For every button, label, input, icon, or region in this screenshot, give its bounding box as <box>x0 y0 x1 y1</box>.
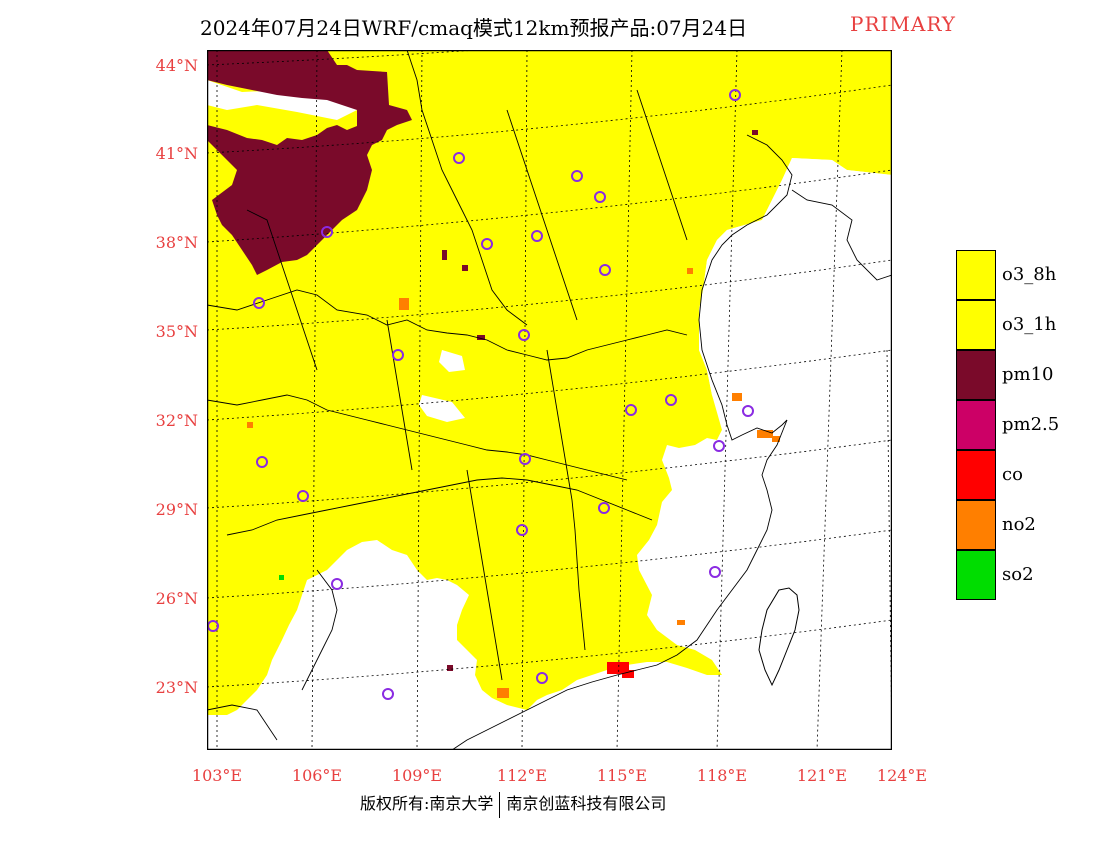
city-marker <box>519 453 531 465</box>
clean-area <box>419 395 465 422</box>
pm10-region <box>207 50 412 275</box>
lon-label: 109°E <box>391 766 443 785</box>
legend-label: so2 <box>1002 564 1034 585</box>
legend-swatch <box>956 300 996 350</box>
so2-patch <box>279 575 284 580</box>
city-marker <box>599 264 611 276</box>
city-marker <box>481 238 493 250</box>
o3-region <box>207 50 892 715</box>
lat-label: 23°N <box>155 678 198 697</box>
city-marker <box>625 404 637 416</box>
copyright-footer: 版权所有:南京大学 南京创蓝科技有限公司 <box>360 790 666 818</box>
legend-item-co: co <box>956 450 1096 500</box>
city-marker <box>531 230 543 242</box>
legend-label: pm2.5 <box>1002 414 1060 435</box>
copyright-left: 版权所有:南京大学 <box>360 794 494 813</box>
no2-patches <box>247 268 780 698</box>
legend: o3_8h o3_1h pm10 pm2.5 co no2 so2 <box>956 250 1096 600</box>
map-frame <box>207 50 892 750</box>
pm10-patches <box>442 130 758 671</box>
city-marker <box>571 170 583 182</box>
legend-item-no2: no2 <box>956 500 1096 550</box>
city-marker <box>729 89 741 101</box>
forecast-map <box>207 50 892 750</box>
footer-divider <box>499 791 501 818</box>
lat-label: 29°N <box>155 500 198 519</box>
legend-label: pm10 <box>1002 364 1054 385</box>
city-marker <box>598 502 610 514</box>
city-marker <box>331 578 343 590</box>
city-markers <box>207 89 754 700</box>
legend-swatch <box>956 550 996 600</box>
legend-item-pm25: pm2.5 <box>956 400 1096 450</box>
lon-label: 121°E <box>796 766 848 785</box>
city-marker <box>709 566 721 578</box>
lat-label: 32°N <box>155 411 198 430</box>
city-marker <box>297 490 309 502</box>
city-marker <box>253 297 265 309</box>
map-area <box>207 50 892 750</box>
lat-label: 41°N <box>155 144 198 163</box>
legend-swatch <box>956 450 996 500</box>
clean-area <box>439 350 465 372</box>
clean-area <box>207 80 357 120</box>
legend-swatch <box>956 350 996 400</box>
title-row: 2024年07月24日WRF/cmaq模式12km预报产品:07月24日 PRI… <box>0 10 1100 40</box>
legend-item-o3-1h: o3_1h <box>956 300 1096 350</box>
legend-label: o3_8h <box>1002 264 1057 285</box>
city-marker <box>453 152 465 164</box>
city-marker <box>742 405 754 417</box>
boundaries <box>207 50 892 750</box>
city-marker <box>713 440 725 452</box>
map-title: 2024年07月24日WRF/cmaq模式12km预报产品:07月24日 <box>200 16 748 40</box>
lon-label: 115°E <box>596 766 648 785</box>
lat-label: 35°N <box>155 322 198 341</box>
lat-label: 44°N <box>155 56 198 75</box>
legend-label: co <box>1002 464 1023 485</box>
lon-label: 103°E <box>191 766 243 785</box>
city-marker <box>518 329 530 341</box>
co-patches <box>607 662 634 678</box>
city-marker <box>392 349 404 361</box>
city-marker <box>516 524 528 536</box>
legend-item-pm10: pm10 <box>956 350 1096 400</box>
city-marker <box>594 191 606 203</box>
lat-label: 26°N <box>155 589 198 608</box>
legend-swatch <box>956 500 996 550</box>
city-marker <box>321 226 333 238</box>
lon-label: 106°E <box>291 766 343 785</box>
legend-swatch <box>956 400 996 450</box>
legend-swatch <box>956 250 996 300</box>
legend-item-o3-8h: o3_8h <box>956 250 1096 300</box>
city-marker <box>536 672 548 684</box>
lon-label: 118°E <box>696 766 748 785</box>
taiwan-island <box>758 587 800 687</box>
lon-label: 112°E <box>496 766 548 785</box>
city-marker <box>256 456 268 468</box>
legend-label: no2 <box>1002 514 1036 535</box>
lat-label: 38°N <box>155 233 198 252</box>
legend-label: o3_1h <box>1002 314 1057 335</box>
lon-label: 124°E <box>876 766 928 785</box>
legend-item-so2: so2 <box>956 550 1096 600</box>
copyright-right: 南京创蓝科技有限公司 <box>506 794 667 813</box>
city-marker <box>382 688 394 700</box>
city-marker <box>665 394 677 406</box>
primary-tag: PRIMARY <box>850 12 956 36</box>
